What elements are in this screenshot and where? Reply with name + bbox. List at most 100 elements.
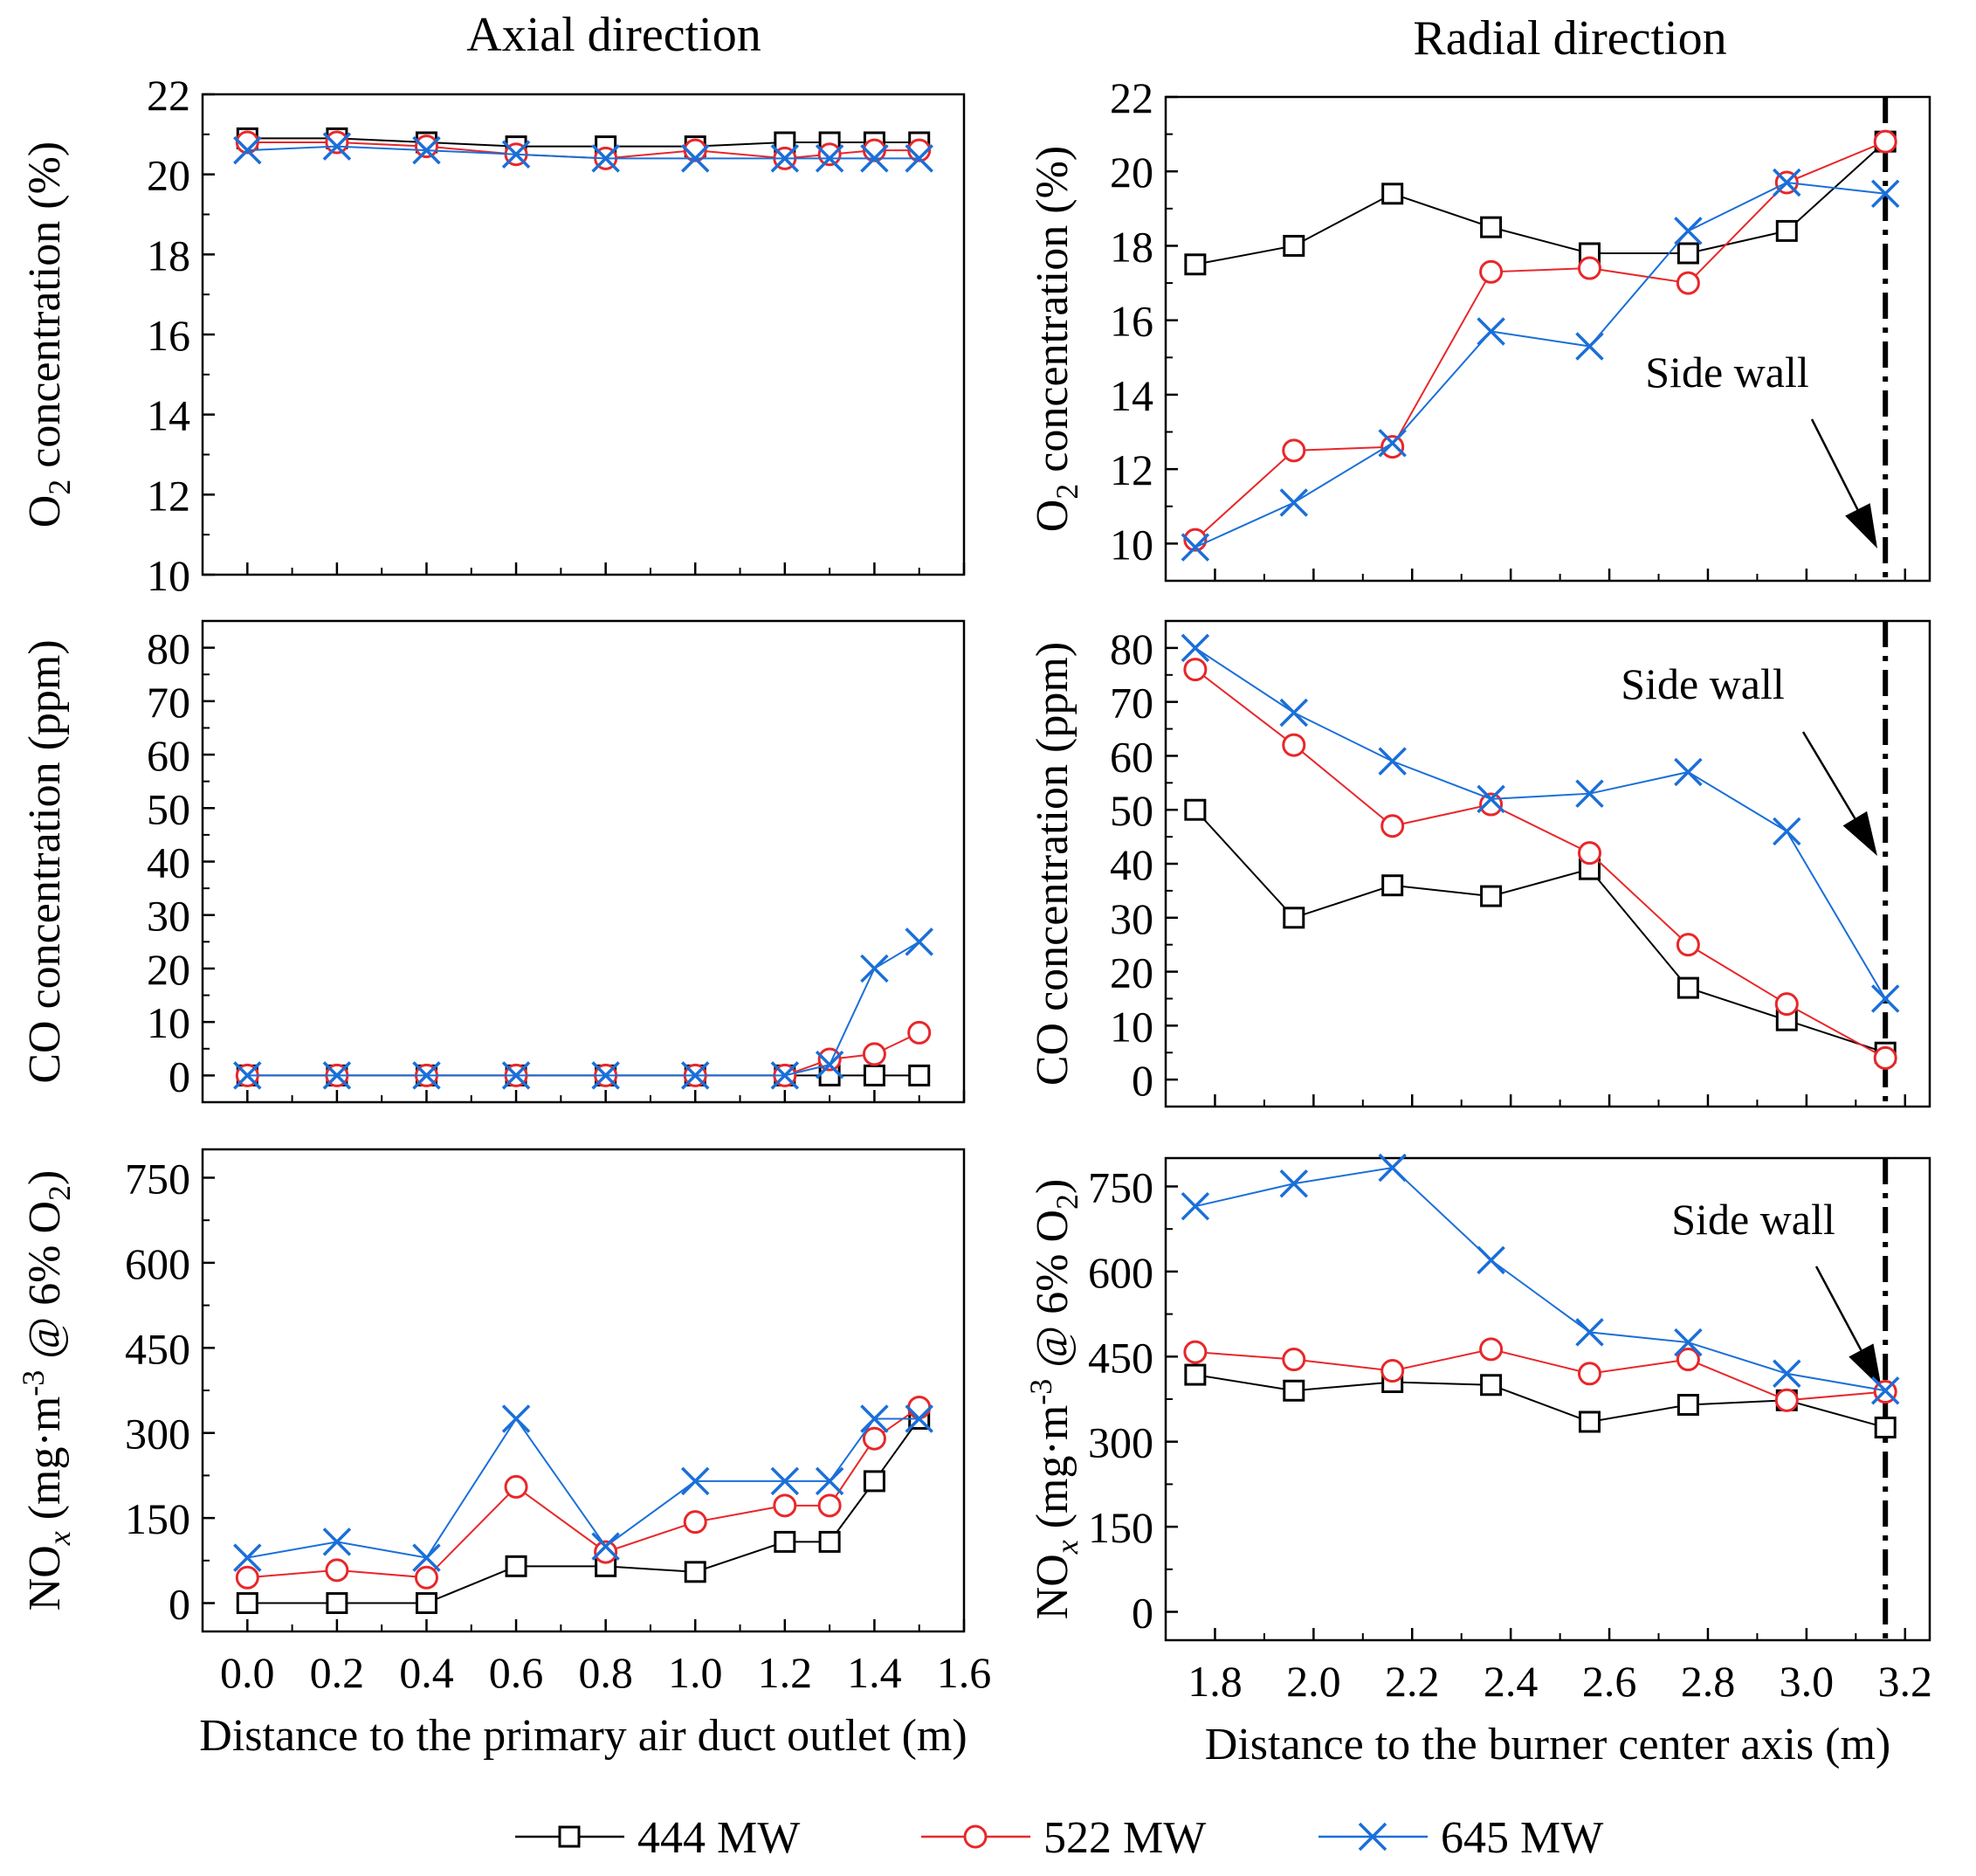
- y-axis-label-part: concentration (%): [1028, 146, 1078, 484]
- series-522-mw: [1183, 129, 1897, 552]
- data-point: [1480, 885, 1503, 907]
- x-tick-label: 3.0: [1780, 1657, 1835, 1706]
- data-point: [907, 1395, 932, 1419]
- series-line: [1195, 809, 1886, 1054]
- data-point: [1674, 1328, 1703, 1357]
- y-tick-label: 150: [125, 1494, 190, 1543]
- data-point: [505, 1555, 527, 1577]
- data-point: [1479, 259, 1504, 284]
- data-point: [1181, 533, 1210, 562]
- data-point: [905, 1404, 933, 1433]
- series-645-mw: [1181, 1153, 1900, 1405]
- y-tick-label: 30: [1110, 894, 1153, 943]
- panel-radial-nox: 0 150 300 450 600 750 1.8 2.0 2.2 2.4 2.6 2.8 3.0 3.2…: [1023, 1153, 1933, 1769]
- y-tick-label: 22: [1110, 73, 1153, 122]
- legend-label: 444 MW: [637, 1813, 800, 1863]
- data-point: [235, 1565, 259, 1590]
- data-point: [1282, 438, 1306, 463]
- y-axis-label-part: CO concentration (ppm): [1028, 642, 1078, 1086]
- y-tick-label: 18: [1110, 222, 1153, 271]
- series-line: [247, 1417, 920, 1604]
- column-title-axial: Axial direction: [466, 8, 761, 62]
- y-tick-label: 20: [147, 151, 190, 200]
- data-point: [1578, 1410, 1601, 1433]
- data-point: [905, 144, 933, 173]
- panel-radial-o2: 10 12 14 16 18 20 22 O2 concentration (%) Side w…: [1028, 73, 1931, 583]
- series-645-mw: [233, 1404, 933, 1572]
- data-point: [1870, 179, 1900, 209]
- data-point: [1279, 698, 1309, 728]
- x-tick-label: 1.0: [668, 1648, 723, 1697]
- panel-axial-nox: 0 150 300 450 600 750 0.0 0.2 0.4 0.6 0.8 1.0 1.2 1.4…: [16, 1148, 991, 1761]
- data-point: [1480, 1374, 1503, 1397]
- x-tick-label: 1.4: [847, 1648, 902, 1697]
- series-line: [1195, 141, 1886, 266]
- series-line: [247, 1406, 920, 1579]
- data-point: [1480, 216, 1503, 238]
- series-line: [247, 1417, 919, 1559]
- y-tick-label: 600: [125, 1239, 190, 1288]
- series-line: [247, 145, 919, 160]
- side-wall-arrow-head: [1842, 810, 1877, 856]
- data-point: [415, 1592, 437, 1615]
- series-line: [1195, 668, 1886, 1059]
- y-axis-label: NOx (mg·m-3 @ 6% O2): [1023, 1179, 1084, 1620]
- data-point: [1773, 168, 1801, 197]
- data-point: [907, 138, 932, 162]
- data-point: [815, 1466, 844, 1496]
- x-tick-label: 2.8: [1681, 1657, 1736, 1706]
- data-point: [683, 1510, 707, 1535]
- data-point: [908, 1064, 931, 1086]
- data-point: [1676, 1348, 1700, 1372]
- plot-frame: [1164, 619, 1931, 1108]
- data-point: [1380, 435, 1405, 459]
- y-tick-label: 750: [125, 1154, 190, 1203]
- side-wall-annotation: Side wall: [1645, 348, 1808, 397]
- y-tick-label: 80: [1110, 624, 1153, 673]
- y-axis-label-part: NO: [20, 1545, 70, 1610]
- y-tick-label: 40: [1110, 840, 1153, 889]
- side-wall-arrow-shaft: [1810, 418, 1859, 510]
- data-point: [1874, 1416, 1897, 1438]
- data-point: [862, 138, 886, 162]
- series-line: [247, 137, 919, 148]
- data-point: [1381, 874, 1404, 897]
- data-point: [325, 130, 349, 155]
- data-point: [1577, 841, 1601, 866]
- data-point: [773, 1493, 797, 1518]
- series-645-mw: [233, 928, 933, 1090]
- y-axis-label-part: CO concentration (ppm): [20, 639, 70, 1083]
- y-tick-label: 10: [147, 551, 190, 600]
- data-point: [1676, 271, 1700, 295]
- series-645-mw: [1181, 168, 1900, 562]
- data-point: [1283, 234, 1305, 257]
- series-444-mw: [1184, 130, 1897, 276]
- y-axis-label: CO concentration (ppm): [20, 639, 70, 1083]
- data-point: [815, 1050, 844, 1079]
- data-point: [1477, 1245, 1505, 1275]
- data-point: [1183, 658, 1208, 682]
- data-point: [326, 1592, 348, 1615]
- series-line: [1195, 647, 1887, 999]
- data-point: [815, 144, 844, 173]
- data-point: [770, 1466, 800, 1496]
- data-point: [504, 1474, 528, 1499]
- data-point: [1380, 814, 1405, 838]
- data-point: [1577, 1362, 1601, 1386]
- column-title-radial: Radial direction: [1413, 11, 1726, 66]
- side-wall-arrow-head: [1845, 503, 1877, 548]
- legend-label: 645 MW: [1441, 1813, 1603, 1863]
- data-point: [325, 1558, 349, 1583]
- data-point: [1283, 1379, 1305, 1402]
- y-tick-label: 750: [1088, 1162, 1153, 1211]
- data-point: [1677, 976, 1699, 999]
- data-point: [233, 135, 262, 165]
- data-point: [1181, 1191, 1210, 1221]
- y-axis-label-part: concentration (%): [20, 141, 70, 479]
- y-axis-label-part: (mg·m: [20, 1397, 70, 1532]
- legend-marker: [1358, 1822, 1387, 1852]
- x-tick-label: 3.2: [1878, 1657, 1933, 1706]
- x-tick-label: 0.2: [310, 1648, 365, 1697]
- x-tick-label: 1.8: [1188, 1657, 1243, 1706]
